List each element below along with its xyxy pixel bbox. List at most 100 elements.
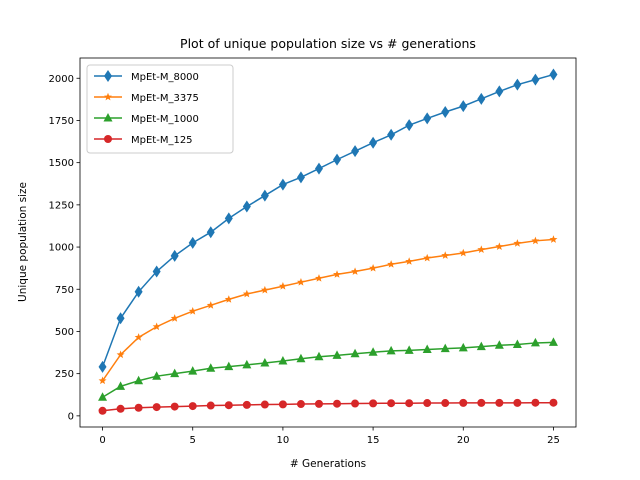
data-point [386, 345, 396, 355]
data-point [170, 314, 179, 322]
data-point [224, 295, 233, 303]
data-point [278, 282, 287, 290]
data-point [278, 355, 288, 365]
x-axis-label: # Generations [290, 458, 366, 470]
data-point [98, 406, 107, 415]
data-point [369, 263, 378, 272]
data-point [260, 285, 269, 294]
data-point [206, 301, 215, 309]
y-tick-label: 1000 [49, 243, 74, 254]
data-point [459, 100, 468, 113]
axes-frame [79, 57, 577, 428]
data-point [333, 270, 342, 278]
data-point [333, 399, 342, 408]
data-point [405, 257, 414, 265]
data-point [98, 392, 108, 401]
data-point [134, 403, 143, 412]
data-point [188, 236, 197, 249]
y-tick-label: 0 [68, 411, 74, 422]
data-point [549, 398, 558, 407]
data-point [441, 251, 450, 259]
data-point [170, 402, 179, 411]
data-point [260, 400, 269, 409]
data-point [351, 145, 360, 158]
data-point [98, 360, 107, 373]
data-point [423, 112, 432, 125]
data-point [314, 162, 323, 175]
data-point [368, 347, 378, 356]
data-point [387, 399, 396, 408]
legend-label: MpEt-M_8000 [131, 72, 199, 83]
data-point [530, 337, 540, 347]
legend-label: MpEt-M_3375 [131, 93, 199, 104]
y-tick-label: 1250 [49, 200, 74, 211]
data-point [242, 200, 251, 213]
data-point [422, 344, 432, 354]
data-point [152, 403, 161, 412]
data-point [152, 322, 161, 331]
data-point [98, 376, 107, 385]
legend-marker [104, 135, 112, 143]
data-point [134, 333, 143, 341]
data-point [513, 78, 522, 91]
data-point [404, 345, 414, 354]
x-tick-label: 10 [277, 435, 290, 446]
chart-title: Plot of unique population size vs # gene… [180, 36, 476, 51]
x-tick-label: 20 [457, 435, 470, 446]
x-tick-label: 25 [547, 435, 560, 446]
data-point [278, 400, 287, 409]
legend-label: MpEt-M_1000 [131, 114, 199, 125]
data-point [242, 359, 252, 369]
y-tick-label: 250 [55, 369, 74, 380]
data-point [495, 85, 504, 98]
data-point [206, 401, 215, 410]
data-point [116, 381, 126, 390]
data-point [134, 375, 144, 385]
data-point [441, 399, 450, 408]
data-point [477, 245, 486, 253]
x-tick-label: 15 [367, 435, 380, 446]
legend-box [86, 64, 234, 154]
data-point [224, 212, 233, 225]
data-point [188, 366, 198, 375]
data-point [206, 363, 216, 372]
data-point [549, 235, 558, 243]
data-point [351, 267, 360, 275]
data-point [549, 68, 558, 81]
y-tick-label: 2000 [49, 74, 74, 85]
x-tick-label: 5 [190, 435, 196, 446]
data-point [531, 398, 540, 407]
data-point [333, 153, 342, 166]
legend-marker [104, 92, 112, 101]
data-point [314, 399, 323, 408]
data-point [296, 171, 305, 184]
series-line [102, 341, 554, 398]
data-point [476, 341, 486, 351]
data-point [242, 400, 251, 409]
y-tick-label: 500 [55, 327, 74, 338]
data-point [531, 73, 540, 86]
legend-label: MpEt-M_125 [131, 135, 193, 146]
data-point [350, 348, 360, 358]
data-point [405, 119, 414, 132]
data-point [513, 398, 522, 407]
data-point [278, 178, 287, 191]
y-tick-label: 750 [55, 285, 74, 296]
data-point [458, 342, 468, 352]
data-point [314, 274, 323, 282]
data-point [260, 358, 270, 367]
data-point [369, 136, 378, 149]
data-point [332, 350, 342, 359]
data-point [477, 92, 486, 105]
data-point [423, 253, 432, 262]
data-point [459, 248, 468, 257]
data-point [477, 398, 486, 407]
data-point [440, 343, 450, 353]
data-point [459, 398, 468, 407]
y-tick-label: 1750 [49, 116, 74, 127]
data-point [224, 401, 233, 410]
data-point [116, 404, 125, 413]
data-point [548, 337, 558, 346]
y-tick-label: 1500 [49, 158, 74, 169]
data-point [116, 350, 125, 359]
